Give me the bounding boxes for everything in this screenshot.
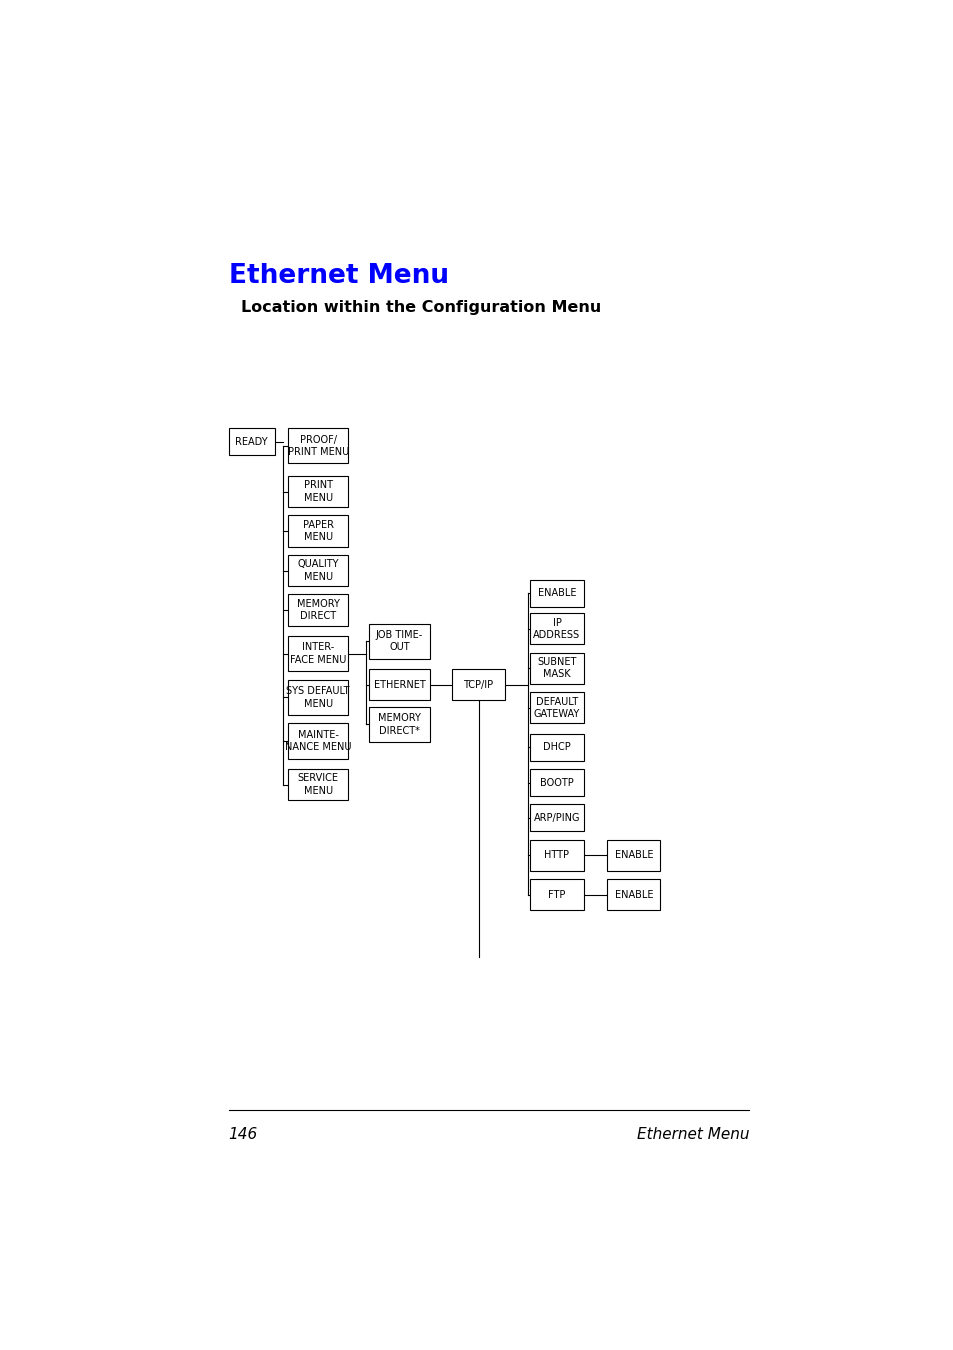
- FancyBboxPatch shape: [288, 724, 348, 759]
- Text: PRINT
MENU: PRINT MENU: [303, 481, 333, 502]
- Text: BOOTP: BOOTP: [539, 778, 573, 787]
- FancyBboxPatch shape: [229, 428, 274, 455]
- FancyBboxPatch shape: [288, 428, 348, 463]
- FancyBboxPatch shape: [288, 679, 348, 716]
- FancyBboxPatch shape: [606, 879, 659, 910]
- Text: PAPER
MENU: PAPER MENU: [302, 520, 334, 543]
- FancyBboxPatch shape: [288, 516, 348, 547]
- Text: DEFAULT
GATEWAY: DEFAULT GATEWAY: [534, 697, 579, 720]
- Text: ENABLE: ENABLE: [614, 890, 653, 900]
- Text: INTER-
FACE MENU: INTER- FACE MENU: [290, 643, 346, 666]
- FancyBboxPatch shape: [530, 652, 583, 684]
- FancyBboxPatch shape: [369, 670, 429, 701]
- FancyBboxPatch shape: [369, 624, 429, 659]
- FancyBboxPatch shape: [530, 769, 583, 796]
- Text: FTP: FTP: [548, 890, 565, 900]
- Text: MEMORY
DIRECT*: MEMORY DIRECT*: [377, 713, 420, 736]
- FancyBboxPatch shape: [288, 477, 348, 508]
- Text: Ethernet Menu: Ethernet Menu: [229, 263, 448, 289]
- FancyBboxPatch shape: [288, 594, 348, 625]
- Text: DHCP: DHCP: [542, 743, 570, 752]
- Text: JOB TIME-
OUT: JOB TIME- OUT: [375, 630, 422, 652]
- Text: MAINTE-
NANCE MENU: MAINTE- NANCE MENU: [285, 730, 351, 752]
- FancyBboxPatch shape: [530, 580, 583, 608]
- FancyBboxPatch shape: [530, 693, 583, 724]
- FancyBboxPatch shape: [530, 613, 583, 644]
- Text: SUBNET
MASK: SUBNET MASK: [537, 657, 576, 679]
- Text: MEMORY
DIRECT: MEMORY DIRECT: [296, 599, 339, 621]
- FancyBboxPatch shape: [452, 670, 505, 701]
- Text: ENABLE: ENABLE: [614, 850, 653, 860]
- FancyBboxPatch shape: [530, 734, 583, 761]
- Text: QUALITY
MENU: QUALITY MENU: [297, 559, 338, 582]
- Text: Location within the Configuration Menu: Location within the Configuration Menu: [241, 300, 600, 315]
- FancyBboxPatch shape: [288, 769, 348, 801]
- Text: Ethernet Menu: Ethernet Menu: [636, 1127, 748, 1142]
- Text: READY: READY: [235, 436, 268, 447]
- Text: PROOF/
PRINT MENU: PROOF/ PRINT MENU: [287, 435, 349, 458]
- FancyBboxPatch shape: [530, 805, 583, 832]
- Text: ENABLE: ENABLE: [537, 589, 576, 598]
- FancyBboxPatch shape: [606, 840, 659, 871]
- Text: ARP/PING: ARP/PING: [533, 813, 579, 823]
- FancyBboxPatch shape: [288, 636, 348, 671]
- FancyBboxPatch shape: [288, 555, 348, 586]
- Text: 146: 146: [229, 1127, 257, 1142]
- FancyBboxPatch shape: [530, 879, 583, 910]
- Text: SYS DEFAULT
MENU: SYS DEFAULT MENU: [286, 686, 350, 709]
- Text: TCP/IP: TCP/IP: [463, 680, 493, 690]
- Text: IP
ADDRESS: IP ADDRESS: [533, 617, 579, 640]
- FancyBboxPatch shape: [369, 706, 429, 743]
- FancyBboxPatch shape: [530, 840, 583, 871]
- Text: ETHERNET: ETHERNET: [374, 680, 425, 690]
- Text: SERVICE
MENU: SERVICE MENU: [297, 774, 338, 796]
- Text: HTTP: HTTP: [544, 850, 569, 860]
